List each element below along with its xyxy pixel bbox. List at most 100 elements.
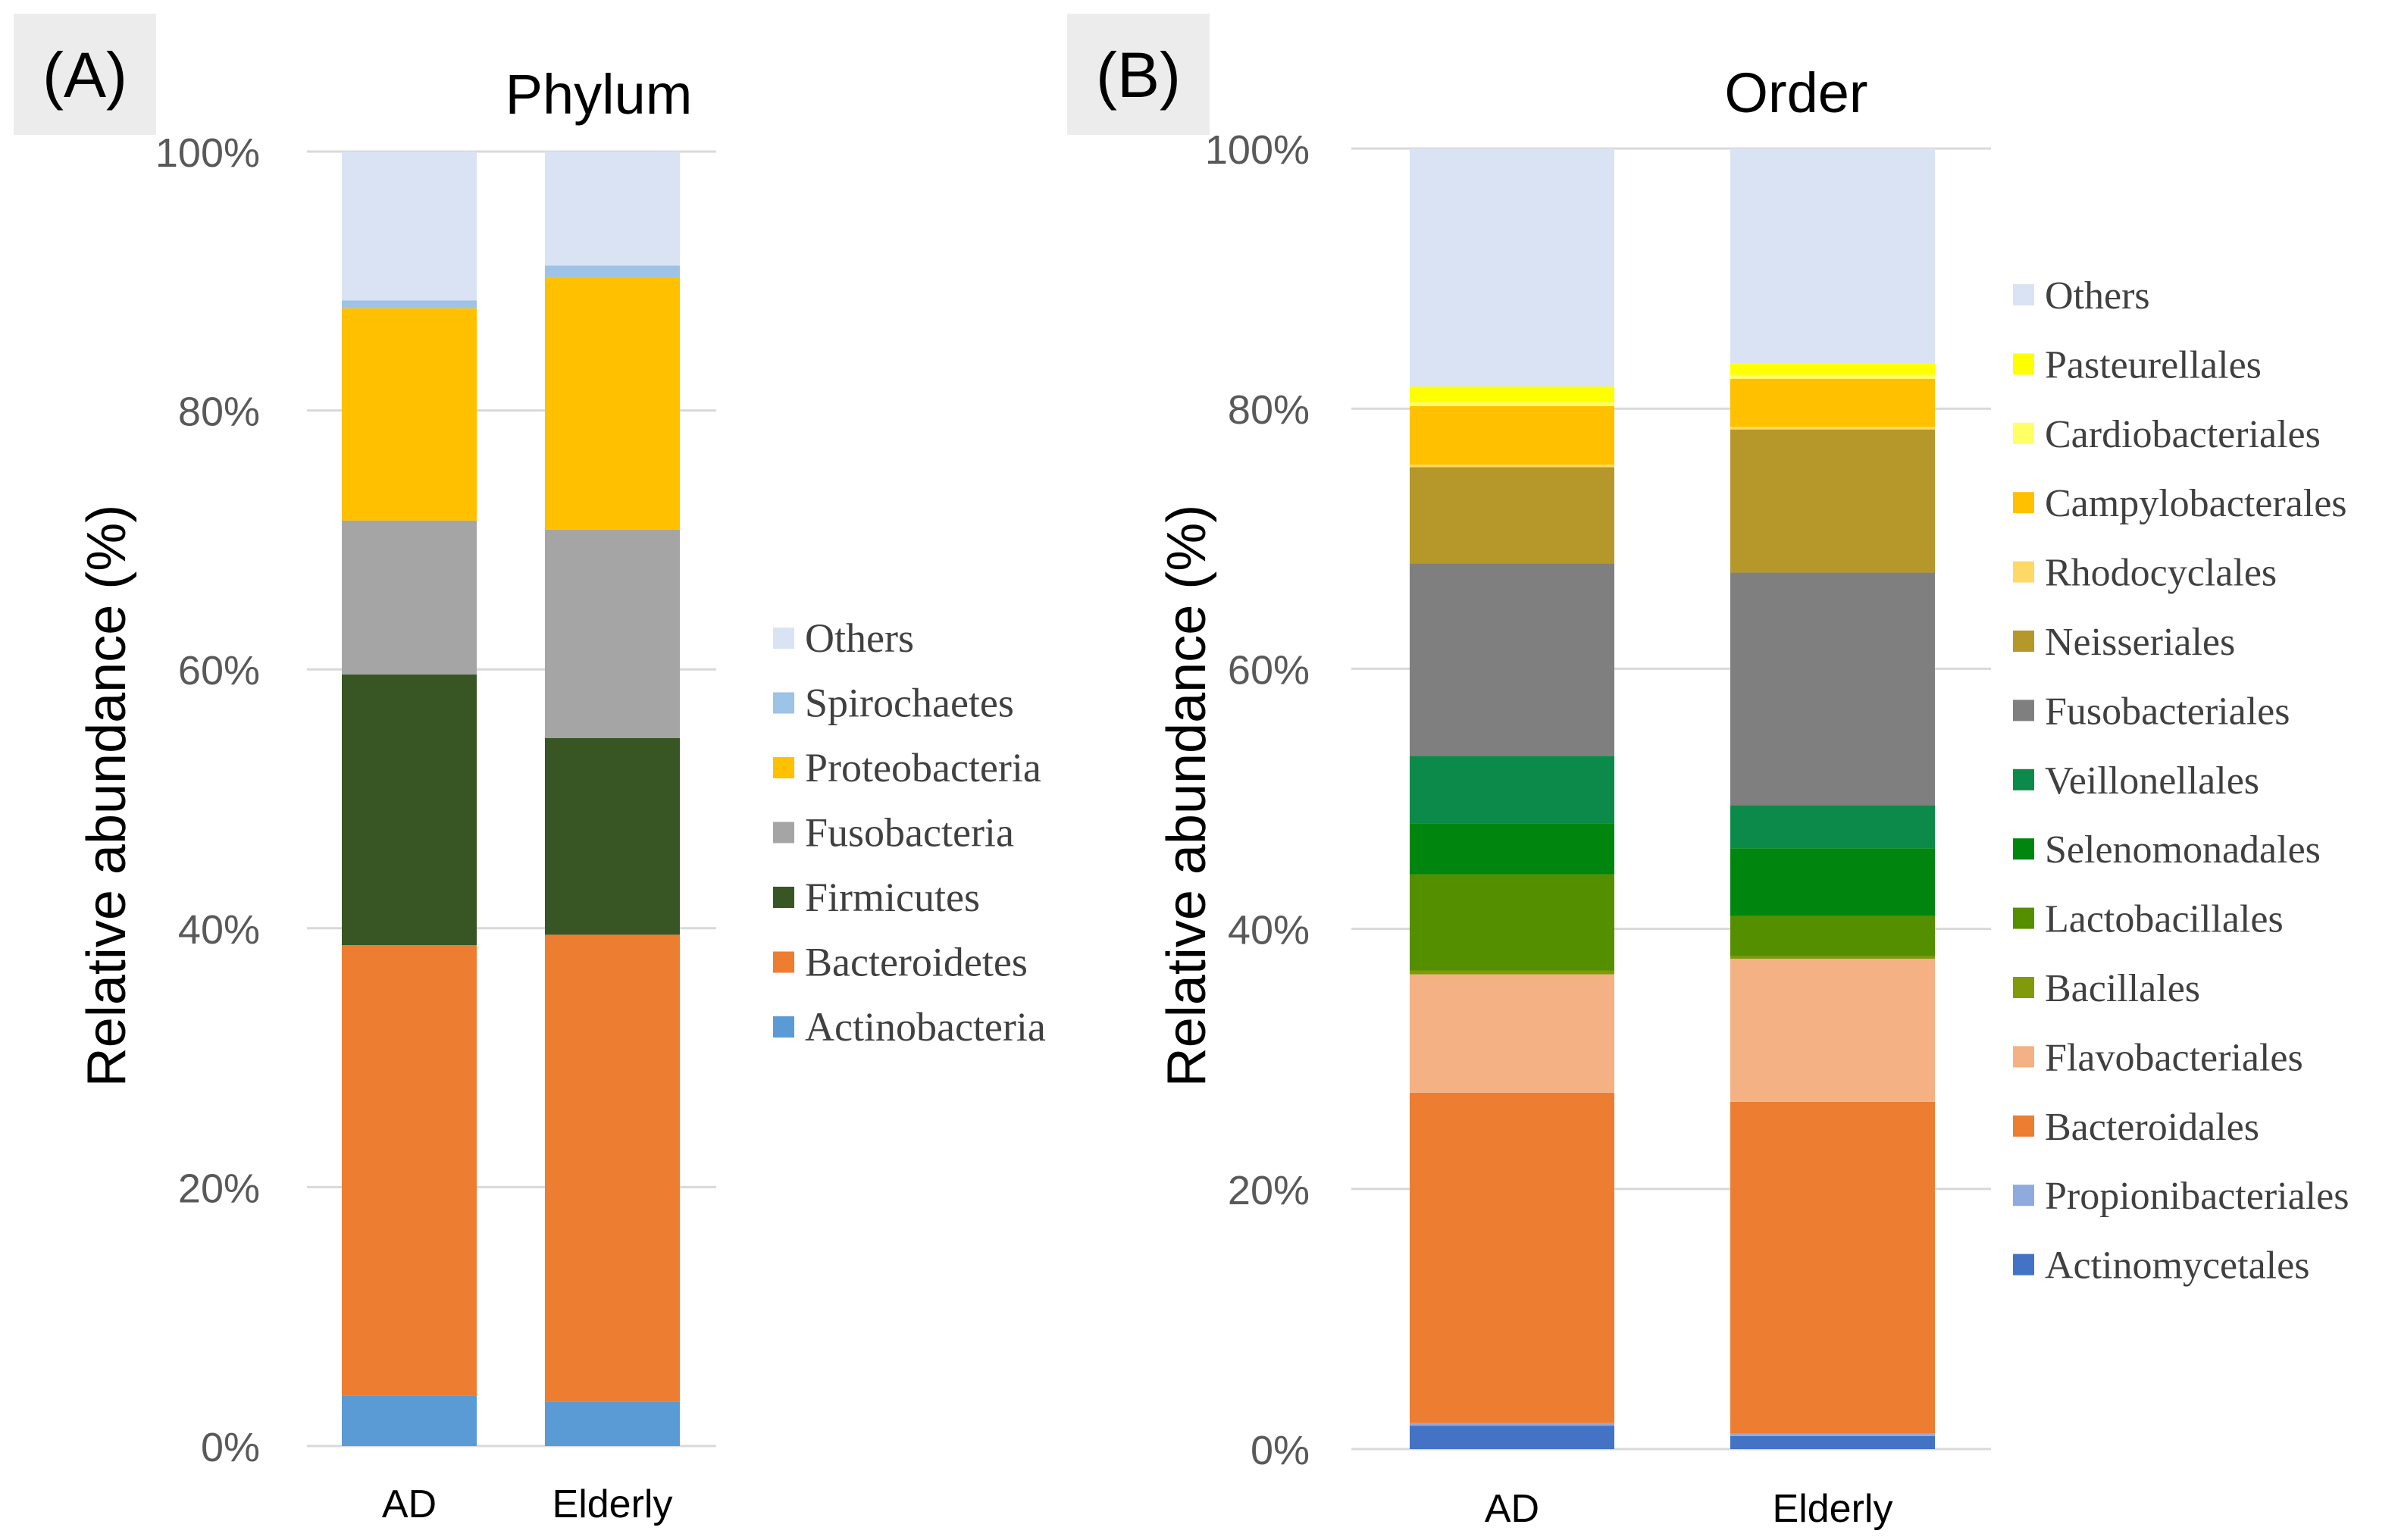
legend-label: Actinomycetales bbox=[2045, 1244, 2309, 1288]
legend-swatch bbox=[773, 628, 794, 649]
legend-swatch bbox=[2013, 353, 2034, 375]
legend-swatch bbox=[773, 951, 794, 973]
bar-segment bbox=[1410, 974, 1614, 1093]
legend-swatch bbox=[773, 887, 794, 908]
bar-segment bbox=[342, 308, 477, 521]
legend-swatch bbox=[2013, 1185, 2034, 1207]
bar-segment bbox=[545, 737, 680, 935]
bar-segment bbox=[545, 529, 680, 738]
bar-segment bbox=[1410, 467, 1614, 564]
legend-label: Actinobacteria bbox=[805, 1004, 1046, 1050]
panel-label: (A) bbox=[42, 39, 127, 111]
legend-label: Rhodocyclales bbox=[2045, 552, 2277, 595]
legend-label: Veillonellales bbox=[2045, 759, 2259, 803]
chart-title: Phylum bbox=[506, 63, 693, 126]
bar-segment bbox=[545, 934, 680, 1402]
bar-segment bbox=[1410, 1423, 1614, 1426]
legend-item: Proteobacteria bbox=[773, 745, 1041, 790]
bar-segment bbox=[545, 277, 680, 530]
legend-item: Selenomonadales bbox=[2013, 828, 2321, 872]
legend-label: Proteobacteria bbox=[805, 745, 1041, 790]
legend-swatch bbox=[2013, 1046, 2034, 1068]
bar-segment bbox=[1410, 1092, 1614, 1423]
legend-swatch bbox=[2013, 700, 2034, 721]
legend-item: Bacteroidetes bbox=[773, 940, 1028, 985]
x-tick-label: Elderly bbox=[1773, 1487, 1893, 1531]
bar-segment bbox=[1410, 405, 1614, 465]
bar-segment bbox=[1730, 1101, 1935, 1434]
legend-label: Fusobacteriales bbox=[2045, 690, 2290, 733]
y-tick-label: 100% bbox=[155, 130, 260, 176]
legend-label: Others bbox=[805, 615, 914, 661]
legend-item: Others bbox=[2013, 274, 2150, 318]
bar-segment bbox=[1730, 429, 1935, 573]
bar-segment bbox=[1730, 427, 1935, 430]
bar-segment bbox=[1730, 956, 1935, 959]
legend-label: Selenomonadales bbox=[2045, 828, 2321, 872]
legend: Others Spirochaetes Proteobacteria Fusobact… bbox=[773, 615, 1046, 1050]
legend-item: Fusobacteriales bbox=[2013, 690, 2290, 733]
y-tick-label: 100% bbox=[1205, 127, 1310, 173]
bar-segment bbox=[1410, 874, 1614, 971]
bar-segment bbox=[1730, 374, 1935, 379]
panel-label-box bbox=[14, 14, 156, 135]
legend-swatch bbox=[2013, 977, 2034, 998]
legend-label: Bacteroidetes bbox=[805, 940, 1028, 985]
y-tick-label: 80% bbox=[178, 390, 260, 435]
bar-segment bbox=[1730, 378, 1935, 427]
x-tick-label: AD bbox=[1485, 1487, 1539, 1531]
y-axis-label: Relative abundance (%) bbox=[1157, 505, 1217, 1087]
y-axis-label: Relative abundance (%) bbox=[77, 505, 137, 1087]
legend-label: Neisseriales bbox=[2045, 621, 2235, 664]
legend-label: Others bbox=[2045, 274, 2150, 318]
bar-segment bbox=[1730, 848, 1935, 916]
bar-segment bbox=[1730, 805, 1935, 849]
x-tick-label: Elderly bbox=[553, 1482, 673, 1526]
legend-label: Flavobacteriales bbox=[2045, 1036, 2303, 1079]
legend-swatch bbox=[2013, 284, 2034, 305]
bar-segment bbox=[342, 945, 477, 1396]
legend-swatch bbox=[773, 692, 794, 714]
legend-label: Bacteroidales bbox=[2045, 1106, 2259, 1149]
legend-swatch bbox=[2013, 838, 2034, 860]
legend-item: Veillonellales bbox=[2013, 759, 2259, 803]
legend-swatch bbox=[773, 1016, 794, 1038]
panel-b: (B) Order Relative abundance (%) 0% 20% 40… bbox=[1067, 14, 2349, 1531]
bar-segment bbox=[1410, 149, 1614, 387]
bar-segment bbox=[1730, 572, 1935, 806]
bar-segment bbox=[1730, 1433, 1935, 1436]
legend-item: Lactobacillales bbox=[2013, 898, 2284, 941]
legend-item: Spirochaetes bbox=[773, 681, 1014, 726]
legend-label: Bacillales bbox=[2045, 967, 2200, 1010]
legend-label: Spirochaetes bbox=[805, 681, 1014, 726]
legend-label: Pasteurellales bbox=[2045, 343, 2262, 387]
legend-swatch bbox=[2013, 631, 2034, 652]
bar-segment bbox=[1410, 387, 1614, 402]
y-tick-label: 20% bbox=[178, 1166, 260, 1211]
bar-segment bbox=[1730, 149, 1935, 364]
bar-segment bbox=[1730, 959, 1935, 1102]
y-tick-label: 60% bbox=[178, 648, 260, 693]
bar-segment bbox=[1410, 823, 1614, 875]
bar-segment bbox=[1410, 464, 1614, 468]
legend-swatch bbox=[2013, 422, 2034, 444]
legend-swatch bbox=[2013, 561, 2034, 583]
legend-item: Actinomycetales bbox=[2013, 1244, 2309, 1288]
legend: Others Pasteurellales Cardiobacteriales Cam… bbox=[2013, 274, 2349, 1288]
legend-item: Others bbox=[773, 615, 914, 661]
x-tick-labels: AD Elderly bbox=[382, 1482, 673, 1526]
legend-item: Pasteurellales bbox=[2013, 343, 2262, 387]
legend-item: Rhodocyclales bbox=[2013, 552, 2277, 595]
legend-label: Propionibacteriales bbox=[2045, 1175, 2349, 1218]
bar-segment bbox=[1410, 402, 1614, 406]
panel-label-box bbox=[1067, 14, 1210, 135]
y-tick-label: 0% bbox=[201, 1425, 260, 1470]
chart-title: Order bbox=[1724, 61, 1867, 124]
legend-label: Fusobacteria bbox=[805, 810, 1014, 856]
bar-segment bbox=[1410, 1426, 1614, 1449]
bar-segment bbox=[1730, 916, 1935, 956]
y-tick-label: 20% bbox=[1228, 1168, 1310, 1213]
bar-segment bbox=[342, 300, 477, 308]
bar-segment bbox=[1410, 756, 1614, 824]
legend-item: Fusobacteria bbox=[773, 810, 1014, 856]
